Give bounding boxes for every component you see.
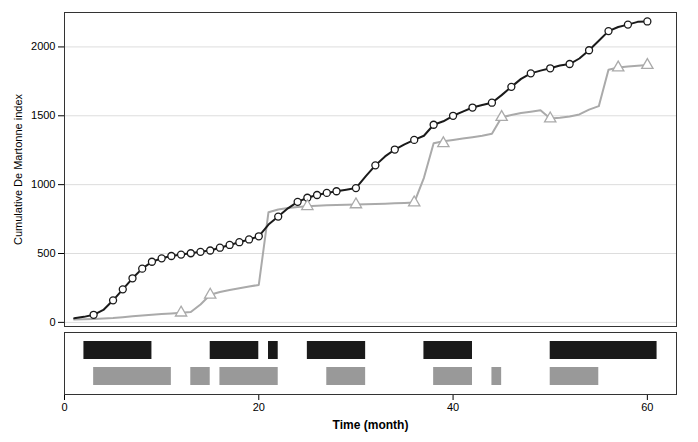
svg-text:Time (month): Time (month) [333,418,409,432]
svg-text:40: 40 [447,401,459,413]
svg-text:0: 0 [61,401,67,413]
svg-text:500: 500 [37,247,55,259]
svg-text:1000: 1000 [31,178,55,190]
svg-text:20: 20 [253,401,265,413]
svg-text:1500: 1500 [31,109,55,121]
svg-text:Cumulative De Martonne index: Cumulative De Martonne index [12,93,24,245]
svg-text:60: 60 [641,401,653,413]
svg-text:2000: 2000 [31,40,55,52]
svg-text:0: 0 [49,316,55,328]
